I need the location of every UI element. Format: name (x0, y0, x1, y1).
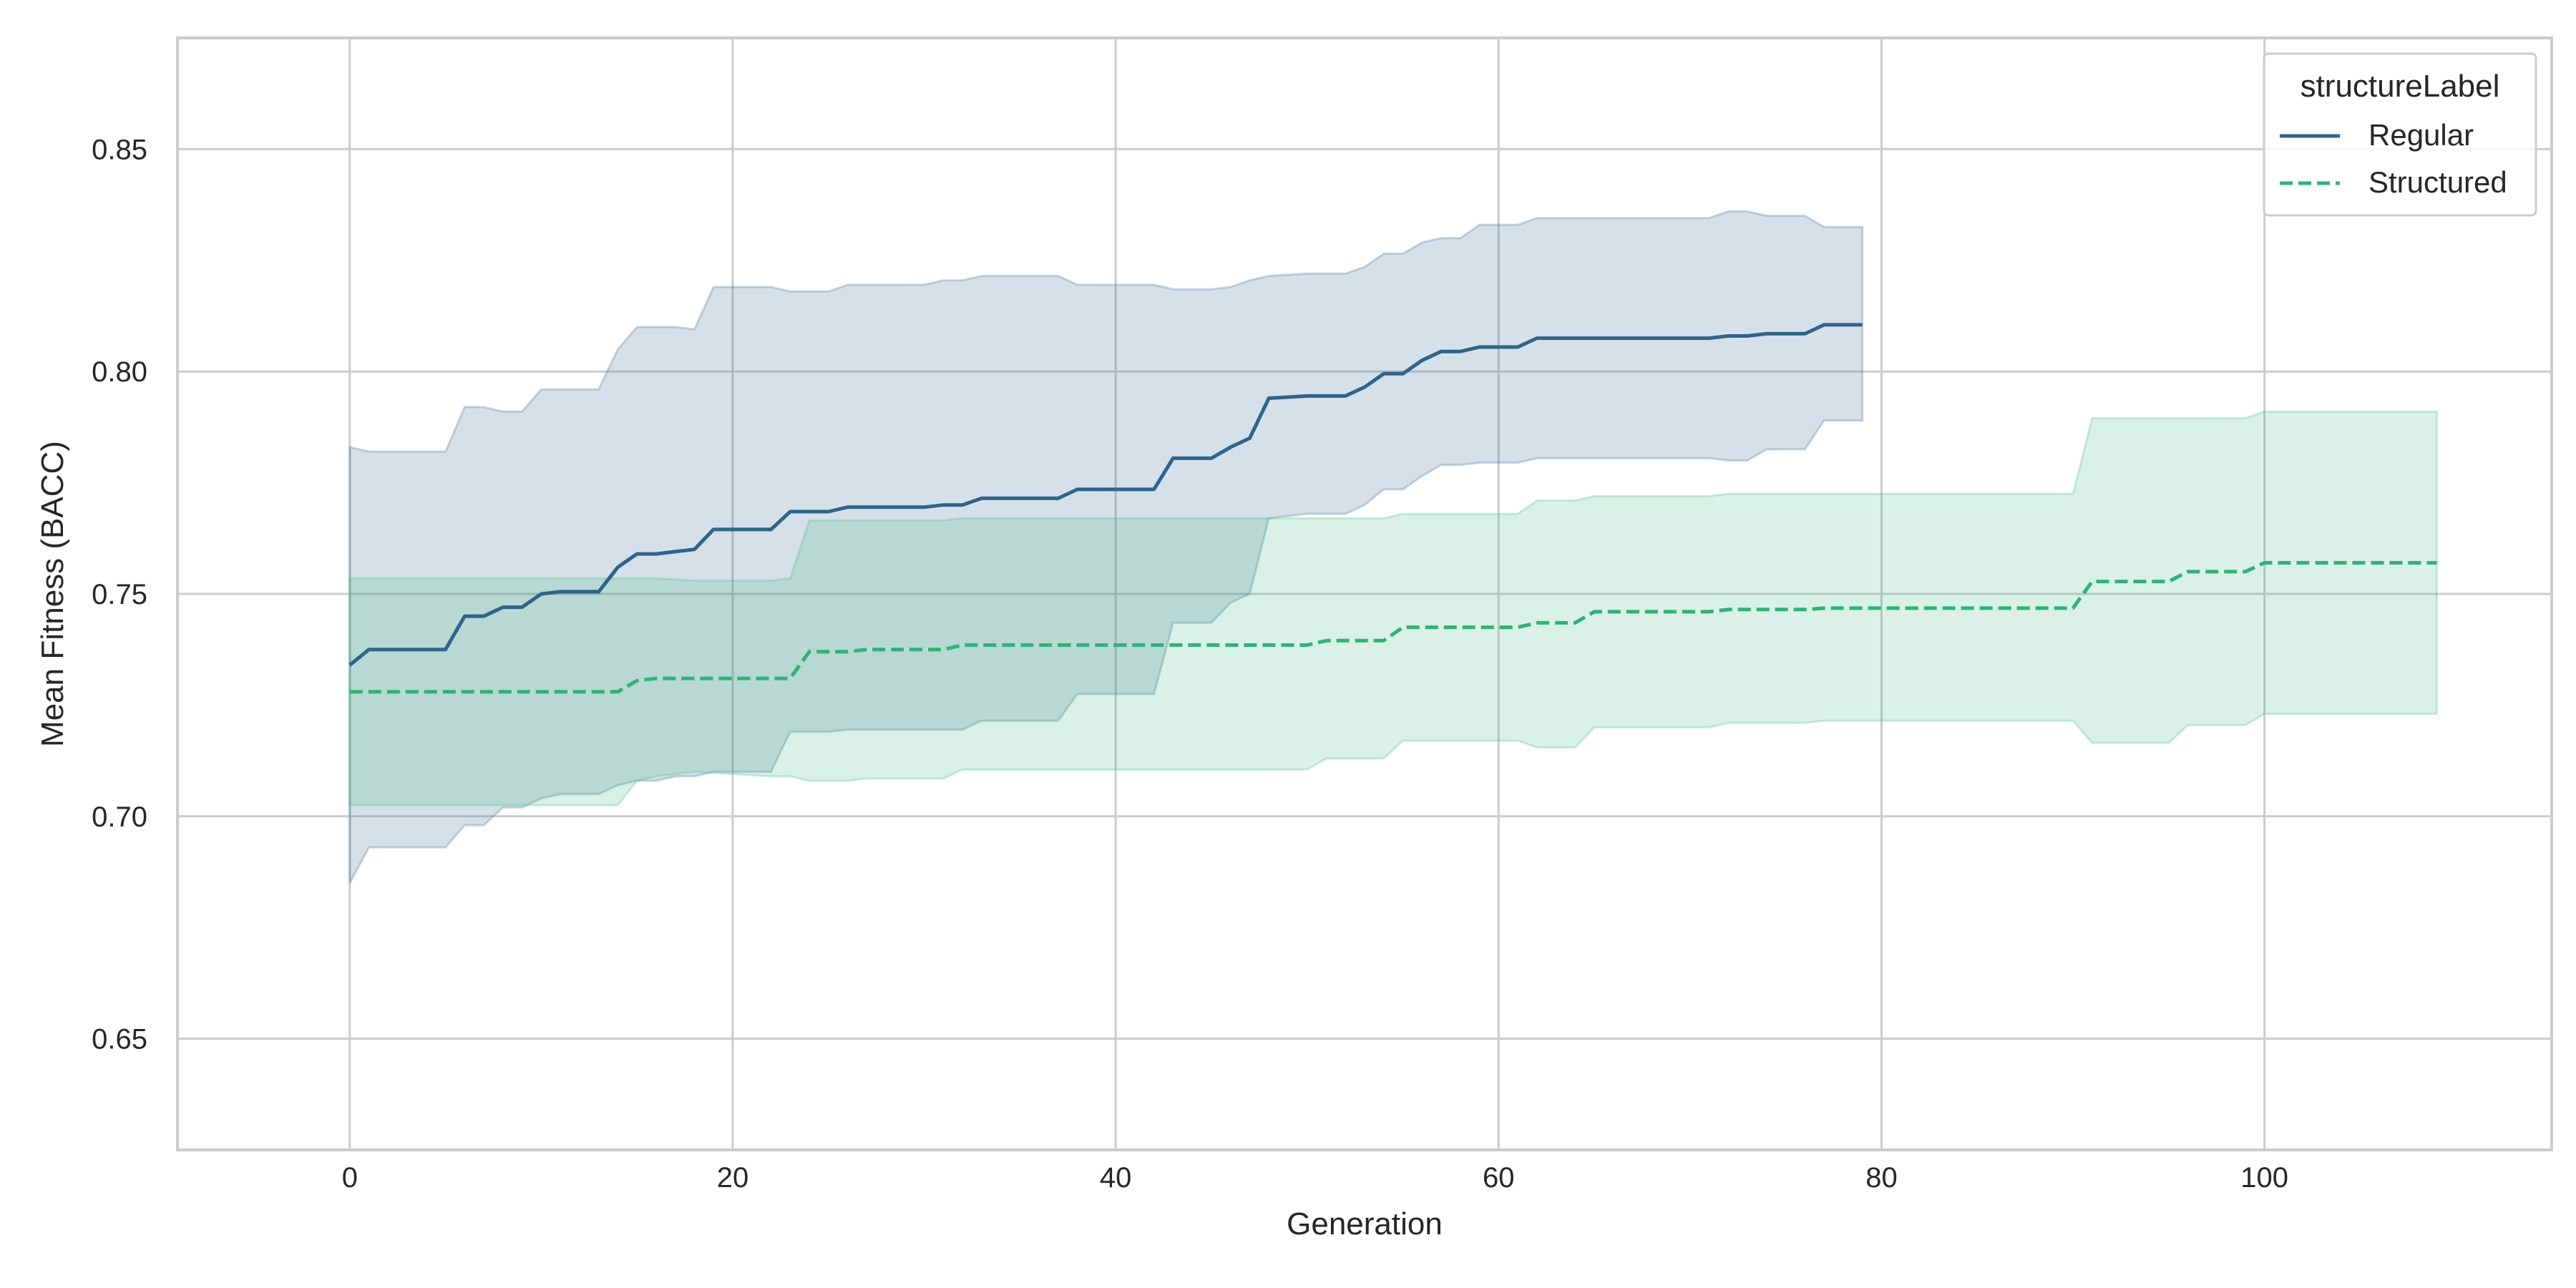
legend: structureLabel Regular Structured (2263, 52, 2537, 217)
series-lines (348, 323, 2437, 694)
y-tick-label: 0.80 (92, 356, 147, 388)
legend-label-regular: Regular (2368, 118, 2474, 152)
grid-lines (177, 38, 2552, 1150)
tick-labels: 0 20 40 60 80 100 0.65 0.70 0.75 0.80 0.85 (92, 134, 2288, 1194)
x-tick-label: 0 (342, 1162, 358, 1194)
line-regular (348, 323, 1863, 667)
y-tick-label: 0.70 (92, 801, 147, 833)
legend-label-structured: Structured (2368, 165, 2507, 199)
legend-title: structureLabel (2301, 69, 2500, 104)
y-axis-label: Mean Fitness (BACC) (35, 441, 70, 747)
x-tick-label: 40 (1100, 1162, 1132, 1194)
y-tick-label: 0.65 (92, 1024, 147, 1055)
band-structured (348, 410, 2438, 806)
band-regular (348, 210, 1864, 884)
x-axis-label: Generation (1287, 1206, 1443, 1241)
y-tick-label: 0.85 (92, 134, 147, 165)
plot-frame (176, 36, 2553, 1151)
legend-box (2263, 52, 2537, 217)
confidence-bands (348, 210, 2438, 884)
x-tick-label: 60 (1483, 1162, 1515, 1194)
x-tick-label: 100 (2240, 1162, 2288, 1194)
x-tick-label: 20 (717, 1162, 749, 1194)
x-tick-label: 80 (1865, 1162, 1898, 1194)
y-tick-label: 0.75 (92, 579, 147, 610)
